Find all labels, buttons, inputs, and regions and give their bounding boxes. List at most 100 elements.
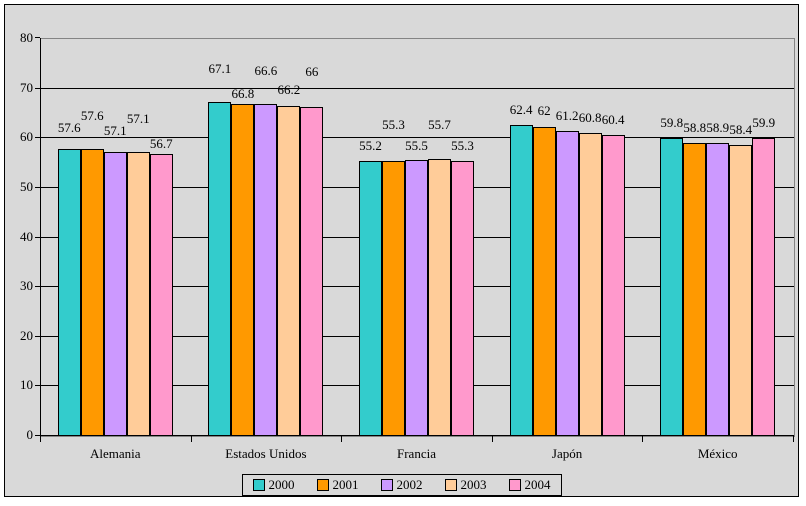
bar-2003-Alemania[interactable] xyxy=(126,151,150,436)
gridline-60 xyxy=(41,137,794,139)
x-axis-tick xyxy=(642,436,644,442)
bar-2001-Alemania[interactable] xyxy=(80,149,104,436)
bar-value-label: 60.8 xyxy=(578,110,602,126)
category-label-4: Japón xyxy=(551,446,583,461)
y-axis-label: 0 xyxy=(26,427,34,442)
y-axis-label: 50 xyxy=(20,178,33,194)
bar-value-label: 57.6 xyxy=(57,120,81,136)
y-axis-tick-0 xyxy=(35,435,40,436)
bar-2000-Japón[interactable] xyxy=(509,125,533,436)
x-axis-tick xyxy=(190,436,192,442)
bar-value-label: 66.6 xyxy=(254,63,278,79)
bar-2001-Francia[interactable] xyxy=(382,160,405,436)
y-axis-label: 60 xyxy=(20,129,33,145)
legend-swatch-2000 xyxy=(252,479,265,491)
bar-2004-México[interactable] xyxy=(752,137,776,436)
bar-2003-México[interactable] xyxy=(729,145,753,436)
bar-value-label: 56.7 xyxy=(149,135,173,151)
legend-label: 2000 xyxy=(268,477,295,492)
bar-value-label: 55.7 xyxy=(428,116,451,132)
y-axis-tick-30 xyxy=(35,286,40,288)
legend-item-2003[interactable]: 2003 xyxy=(444,477,487,492)
bar-2000-México[interactable] xyxy=(660,138,684,436)
bar-value-label: 59.8 xyxy=(660,115,684,131)
bar-2000-Alemania[interactable] xyxy=(57,149,81,436)
legend-swatch-2001 xyxy=(316,479,329,491)
y-axis-tick-20 xyxy=(35,335,40,337)
bar-2002-Alemania[interactable] xyxy=(103,151,127,436)
legend-item-2000[interactable]: 2000 xyxy=(252,477,295,492)
legend[interactable]: 2000 2001 2002 2003 2004 xyxy=(241,474,562,496)
bar-value-label: 61.2 xyxy=(555,108,579,124)
legend-label: 2004 xyxy=(524,477,551,492)
legend-label: 2001 xyxy=(332,477,359,492)
legend-item-2002[interactable]: 2002 xyxy=(380,477,423,492)
bar-2004-Estados Unidos[interactable] xyxy=(300,107,324,436)
bar-value-label: 66.8 xyxy=(231,85,255,101)
bar-value-label: 67.1 xyxy=(208,61,232,77)
category-label-1: Alemania xyxy=(90,446,141,461)
x-axis-tick xyxy=(341,436,343,442)
x-axis-tick xyxy=(40,436,41,442)
category-label-2: Estados Unidos xyxy=(225,446,307,461)
bar-2001-México[interactable] xyxy=(683,143,707,436)
legend-label: 2003 xyxy=(460,477,487,492)
y-axis-tick-40 xyxy=(35,236,40,238)
bar-2003-Estados Unidos[interactable] xyxy=(277,106,301,436)
legend-item-2001[interactable]: 2001 xyxy=(316,477,359,492)
bar-2000-Estados Unidos[interactable] xyxy=(208,102,232,436)
bar-value-label: 59.9 xyxy=(752,114,776,130)
y-axis-label: 70 xyxy=(20,79,33,95)
gridline-70 xyxy=(41,87,794,89)
bar-value-label: 62.4 xyxy=(509,102,533,118)
y-axis-label: 40 xyxy=(20,228,33,244)
bar-2004-Alemania[interactable] xyxy=(149,153,173,436)
bar-value-label: 57.1 xyxy=(126,110,150,126)
category-label-3: Francia xyxy=(397,446,436,461)
y-axis-line xyxy=(40,38,41,436)
chart-frame[interactable]: 0 10 20 30 40 50 60 70 80 Alemania Estados Unidos F… xyxy=(4,4,799,497)
legend-label: 2002 xyxy=(396,477,423,492)
y-axis-label: 10 xyxy=(20,377,33,393)
bar-value-label: 55.3 xyxy=(451,137,474,153)
bar-value-label: 66 xyxy=(305,64,319,80)
x-axis-tick xyxy=(491,436,493,442)
y-axis-tick-70 xyxy=(35,87,40,89)
bar-value-label: 55.3 xyxy=(382,116,405,132)
bar-2000-Francia[interactable] xyxy=(359,161,382,436)
legend-swatch-2004 xyxy=(508,479,521,491)
y-axis-label: 80 xyxy=(20,30,33,45)
bar-value-label: 55.2 xyxy=(359,138,382,154)
bar-2003-Japón[interactable] xyxy=(578,133,602,436)
bar-value-label: 55.5 xyxy=(405,137,428,153)
bar-2004-Japón[interactable] xyxy=(601,135,625,436)
y-axis-tick-50 xyxy=(35,186,40,188)
bar-value-label: 57.1 xyxy=(103,122,127,138)
category-label-5: México xyxy=(697,446,738,461)
bar-2004-Francia[interactable] xyxy=(451,160,474,436)
bar-2002-Francia[interactable] xyxy=(405,159,428,436)
bar-value-label: 62 xyxy=(537,103,551,119)
bar-value-label: 58.9 xyxy=(706,119,730,135)
bar-2001-Japón[interactable] xyxy=(532,127,556,436)
legend-swatch-2002 xyxy=(380,479,393,491)
bar-value-label: 66.2 xyxy=(277,82,301,98)
y-axis-label: 20 xyxy=(20,327,33,343)
bar-value-label: 60.4 xyxy=(601,112,625,128)
bar-2002-Estados Unidos[interactable] xyxy=(254,104,278,436)
legend-item-2004[interactable]: 2004 xyxy=(508,477,551,492)
bar-2001-Estados Unidos[interactable] xyxy=(231,103,255,436)
bar-2002-Japón[interactable] xyxy=(555,131,579,436)
bar-2003-Francia[interactable] xyxy=(428,158,451,436)
bar-2002-México[interactable] xyxy=(706,142,730,436)
x-axis-tick xyxy=(793,436,794,442)
legend-swatch-2003 xyxy=(444,479,457,491)
bar-value-label: 58.8 xyxy=(683,120,707,136)
bar-value-label: 57.6 xyxy=(80,108,104,124)
bar-value-label: 58.4 xyxy=(729,122,753,138)
y-axis-tick-80 xyxy=(35,37,40,38)
y-axis-tick-60 xyxy=(35,137,40,139)
y-axis-tick-10 xyxy=(35,385,40,387)
y-axis-label: 30 xyxy=(20,278,33,294)
